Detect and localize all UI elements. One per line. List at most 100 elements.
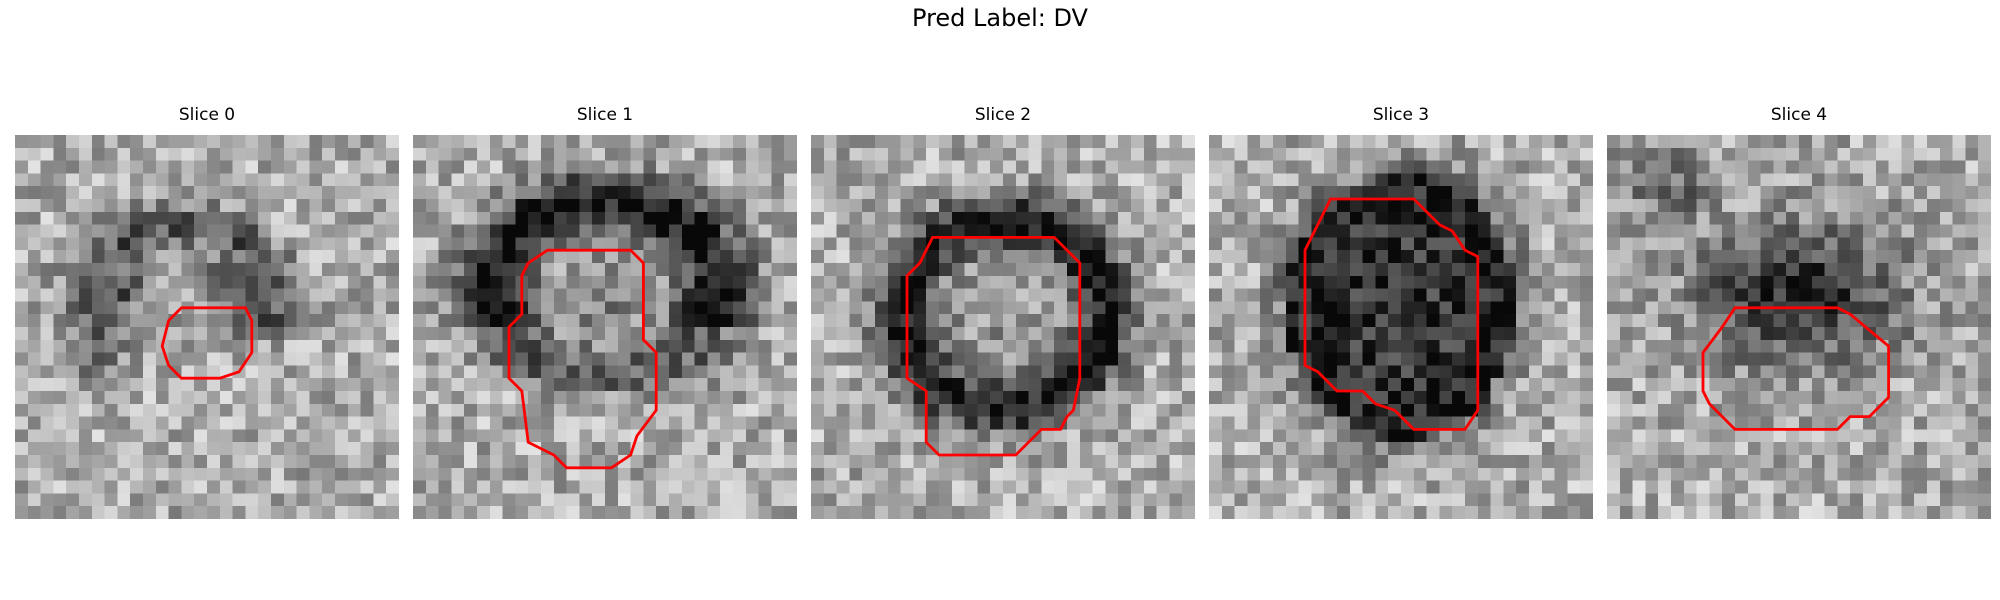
pixel — [271, 263, 285, 277]
pixel — [1490, 365, 1504, 379]
pixel — [1516, 352, 1530, 366]
pixel — [1465, 237, 1479, 251]
pixel — [1875, 506, 1889, 519]
pixel — [502, 442, 516, 456]
pixel — [386, 288, 399, 302]
pixel — [1221, 173, 1235, 187]
pixel — [926, 186, 940, 200]
pixel — [40, 467, 54, 481]
pixel — [91, 263, 105, 277]
pixel — [630, 186, 644, 200]
pixel — [130, 442, 144, 456]
pixel — [784, 506, 797, 519]
pixel — [1722, 173, 1736, 187]
pixel — [130, 288, 144, 302]
pixel — [977, 250, 991, 264]
pixel — [1773, 186, 1787, 200]
pixel — [1541, 352, 1555, 366]
pixel — [579, 250, 593, 264]
pixel — [1452, 506, 1466, 519]
pixel — [1465, 506, 1479, 519]
pixel — [541, 429, 555, 443]
pixel — [1028, 403, 1042, 417]
pixel — [1118, 391, 1132, 405]
pixel — [1607, 186, 1621, 200]
pixel — [1490, 288, 1504, 302]
pixel — [926, 288, 940, 302]
pixel — [1490, 135, 1504, 149]
pixel — [271, 480, 285, 494]
pixel — [1311, 237, 1325, 251]
pixel — [875, 429, 889, 443]
pixel — [592, 135, 606, 149]
pixel — [771, 275, 785, 289]
pixel — [1554, 429, 1568, 443]
pixel — [155, 455, 169, 469]
pixel — [1824, 493, 1838, 507]
pixel — [27, 135, 41, 149]
pixel — [451, 237, 465, 251]
pixel — [1413, 416, 1427, 430]
pixel — [1131, 301, 1145, 315]
pixel — [1375, 263, 1389, 277]
pixel — [1324, 493, 1338, 507]
pixel — [1003, 416, 1017, 430]
pixel — [1786, 211, 1800, 225]
pixel — [669, 378, 683, 392]
pixel — [1439, 493, 1453, 507]
pixel — [283, 339, 297, 353]
pixel — [1028, 160, 1042, 174]
pixel — [1901, 493, 1915, 507]
pixel — [194, 403, 208, 417]
pixel — [1273, 403, 1287, 417]
pixel — [1105, 327, 1119, 341]
pixel — [1426, 442, 1440, 456]
pixel — [1554, 403, 1568, 417]
pixel — [862, 147, 876, 161]
pixel — [887, 416, 901, 430]
pixel — [1875, 250, 1889, 264]
pixel — [53, 237, 67, 251]
pixel — [502, 429, 516, 443]
pixel — [296, 493, 310, 507]
pixel — [566, 224, 580, 238]
pixel — [1349, 250, 1363, 264]
pixel — [733, 378, 747, 392]
pixel — [1028, 211, 1042, 225]
pixel — [1118, 237, 1132, 251]
pixel — [1337, 391, 1351, 405]
pixel — [1285, 173, 1299, 187]
pixel — [784, 365, 797, 379]
pixel — [168, 211, 182, 225]
pixel — [771, 314, 785, 328]
pixel — [1811, 467, 1825, 481]
pixel — [1863, 147, 1877, 161]
pixel — [194, 237, 208, 251]
pixel — [939, 378, 953, 392]
pixel — [40, 301, 54, 315]
pixel — [694, 237, 708, 251]
pixel — [1645, 442, 1659, 456]
pixel — [451, 442, 465, 456]
pixel — [1773, 378, 1787, 392]
pixel — [1824, 263, 1838, 277]
pixel — [849, 378, 863, 392]
pixel — [836, 211, 850, 225]
pixel — [1452, 327, 1466, 341]
pixel — [926, 506, 940, 519]
pixel — [360, 301, 374, 315]
pixel — [1439, 250, 1453, 264]
pixel — [1209, 224, 1223, 238]
pixel — [694, 455, 708, 469]
pixel — [1105, 186, 1119, 200]
pixel — [1079, 288, 1093, 302]
pixel — [1747, 480, 1761, 494]
pixel — [605, 263, 619, 277]
pixel — [1041, 224, 1055, 238]
pixel — [1477, 480, 1491, 494]
pixel — [1362, 186, 1376, 200]
pixel — [66, 365, 80, 379]
pixel — [1375, 442, 1389, 456]
pixel — [617, 147, 631, 161]
pixel — [1671, 224, 1685, 238]
